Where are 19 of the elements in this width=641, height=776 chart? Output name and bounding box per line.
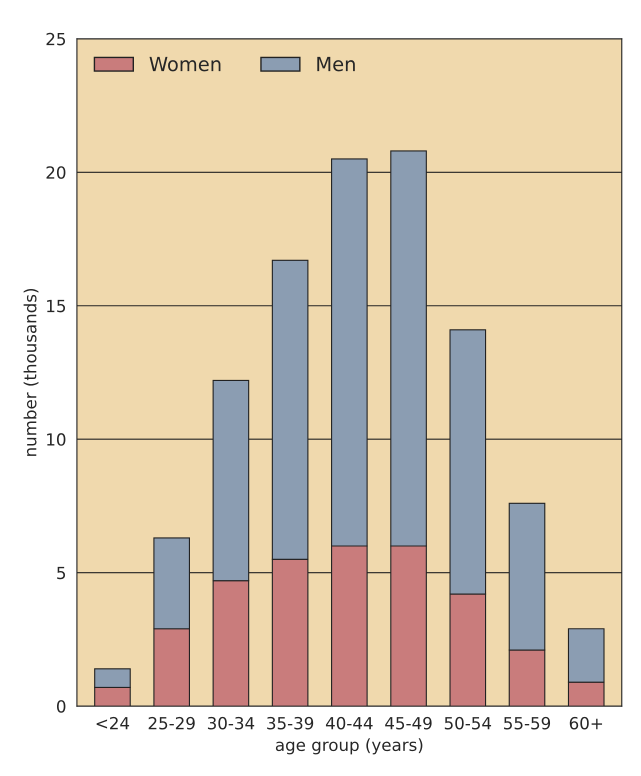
y-tick-label: 10 bbox=[47, 433, 66, 446]
x-axis-title: age group (years) bbox=[276, 738, 422, 754]
y-axis-title: number (thousands) bbox=[24, 288, 38, 456]
x-tick-label: 40-44 bbox=[326, 716, 373, 730]
x-tick-label: 45-49 bbox=[385, 716, 432, 730]
legend-label: Women bbox=[150, 56, 220, 72]
x-tick-label: 55-59 bbox=[504, 716, 550, 730]
x-tick-label: 50-54 bbox=[444, 716, 492, 730]
x-tick-label: 35-39 bbox=[267, 716, 314, 730]
y-tick-label: 15 bbox=[47, 300, 66, 312]
x-tick-label: <24 bbox=[96, 716, 130, 730]
y-tick-label: 25 bbox=[46, 32, 66, 46]
y-tick-label: 20 bbox=[46, 166, 66, 179]
x-tick-label: 30-34 bbox=[208, 716, 254, 730]
x-tick-label: 60+ bbox=[570, 716, 602, 730]
legend-label: Men bbox=[317, 56, 355, 72]
y-tick-label: 5 bbox=[57, 566, 66, 580]
y-tick-label: 0 bbox=[57, 700, 66, 713]
x-tick-label: 25-29 bbox=[148, 716, 195, 730]
